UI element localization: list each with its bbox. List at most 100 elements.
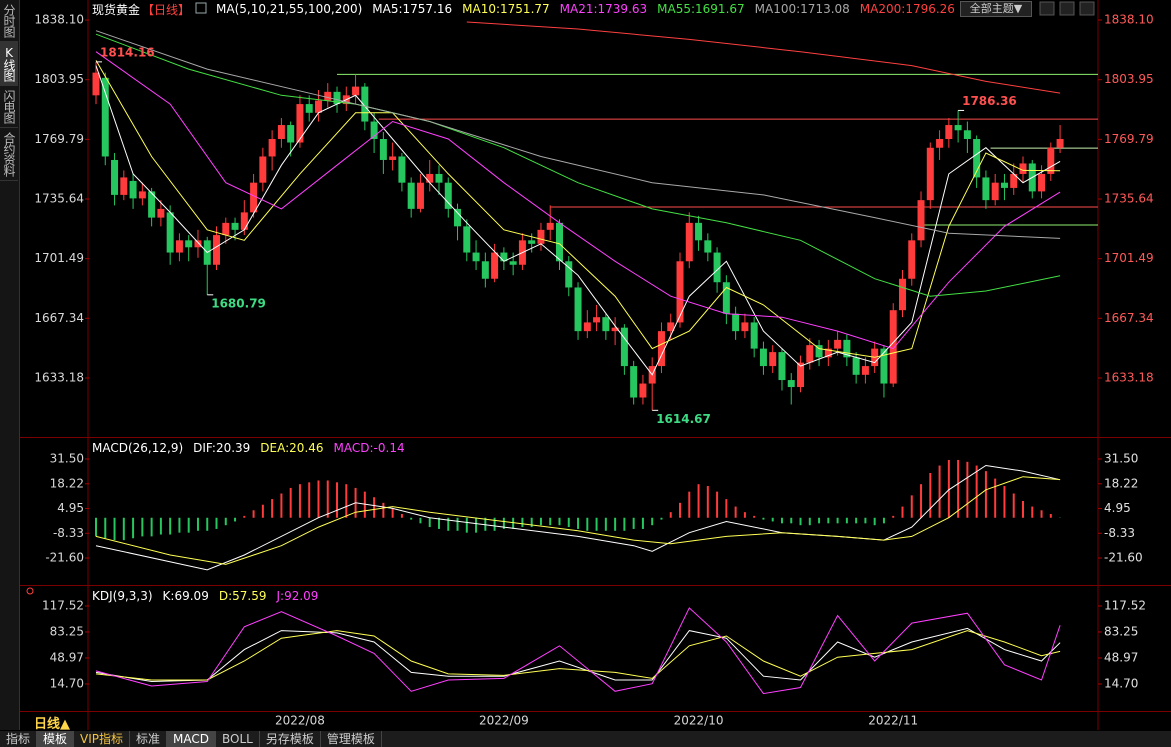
candle-body (454, 208, 462, 227)
indicator-icon[interactable] (195, 2, 207, 14)
candle-body (630, 366, 638, 398)
sidebar-tab[interactable]: 闪电图 (0, 86, 18, 128)
candle-body (259, 156, 267, 183)
y-tick-label-left: 31.50 (50, 452, 84, 466)
legend-value: 20.39 (215, 441, 251, 455)
legend-item: MACD:-0.14 (334, 441, 405, 455)
y-tick-label-left: -8.33 (53, 526, 84, 540)
theme-dropdown[interactable]: 全部主题▼ (960, 1, 1032, 17)
panel-header: MACD(26,12,9) DIF:20.39 DEA:20.46 MACD:-0.1… (92, 440, 405, 456)
candle-body (593, 317, 601, 323)
candle-body (222, 222, 230, 236)
footer-tab[interactable]: 模板 (37, 731, 75, 747)
indicator-line (95, 607, 1061, 695)
candle-body (287, 125, 295, 143)
legend-name: MACD: (333, 441, 374, 455)
y-tick-label-right: 1735.64 (1104, 192, 1154, 206)
legend-item: MA55:1691.67 (657, 2, 745, 16)
footer-tab[interactable]: 另存模板 (260, 731, 321, 747)
legend-value: 69.09 (174, 589, 209, 603)
indicator-line (95, 464, 1061, 571)
candle-body (945, 125, 953, 140)
indicator-line (95, 627, 1061, 683)
y-tick-label-left: -21.60 (45, 551, 84, 565)
toolbar-button[interactable] (1059, 1, 1075, 16)
footer-tab[interactable]: 标准 (130, 731, 168, 747)
candle-body (778, 352, 786, 381)
legend-value: 1691.67 (695, 2, 745, 16)
footer-tab[interactable]: VIP指标 (74, 731, 131, 747)
candle-body (231, 222, 239, 230)
legend-item: MA21:1739.63 (560, 2, 648, 16)
y-tick-label-right: -21.60 (1104, 551, 1143, 565)
candle-body (963, 130, 971, 140)
candle-body (954, 125, 962, 131)
panel-subtitle: 【日线】 (142, 2, 191, 17)
candle-body (296, 104, 304, 143)
candle-body (250, 182, 258, 213)
candle-body (1000, 182, 1008, 188)
y-tick-label-left: 1701.49 (34, 251, 84, 265)
candle-body (370, 121, 378, 140)
candle-body (834, 339, 842, 349)
candle-body (713, 252, 721, 283)
legend-value: 1757.16 (402, 2, 453, 16)
sidebar-tab[interactable]: 合约资料 (0, 128, 18, 181)
candle-body (620, 327, 628, 367)
y-tick-label-right: 1701.49 (1104, 251, 1154, 265)
panel (95, 459, 1062, 571)
extreme-label: 1814.16 (100, 45, 155, 59)
footer-tab[interactable]: MACD (167, 731, 217, 747)
legend-name: J: (276, 589, 285, 603)
panel (92, 21, 1098, 411)
toolbar-button[interactable] (1079, 1, 1095, 16)
y-tick-label-right: 1633.18 (1104, 370, 1154, 384)
candle-body (982, 177, 990, 201)
candle-body (92, 72, 100, 96)
candle-body (583, 322, 591, 332)
sidebar-tab[interactable]: 分时图 (0, 0, 18, 42)
sidebar: 分时图 K线图 闪电图 合约资料 (0, 0, 20, 730)
candle-body (936, 139, 944, 148)
candle-body (722, 282, 730, 314)
sidebar-tab[interactable]: K线图 (0, 42, 18, 86)
period-selector[interactable]: 日线▲ (34, 717, 70, 732)
y-tick-label-left: 18.22 (50, 476, 84, 490)
candle-body (852, 357, 860, 375)
legend-value: 1713.08 (800, 2, 850, 16)
candle-body (361, 86, 369, 122)
candle-body (472, 252, 480, 262)
legend-name: DEA: (260, 441, 290, 455)
candle-body (157, 208, 165, 218)
legend-name: MA21: (559, 2, 598, 16)
legend-name: MA5: (372, 2, 403, 16)
candle-body (120, 177, 128, 195)
x-tick-label: 2022/09 (479, 714, 529, 728)
candle-body (213, 235, 221, 265)
y-tick-label-left: 83.25 (50, 624, 84, 638)
candle-body (491, 252, 499, 279)
x-tick-label: 2022/11 (868, 714, 918, 728)
y-tick-label-left: 1803.95 (34, 72, 84, 86)
candle-body (546, 222, 554, 230)
panel-header: 现货黄金 【日线】 MA(5,10,21,55,100,200) MA5:1757.1… (92, 1, 955, 17)
candle-body (639, 383, 647, 398)
candle-body (268, 139, 276, 157)
y-tick-label-left: 1667.34 (34, 311, 84, 325)
toolbar-button[interactable] (1039, 1, 1055, 16)
footer-tab[interactable]: BOLL (216, 731, 260, 747)
candle-body (991, 182, 999, 201)
candle-body (685, 222, 693, 262)
footer-tab[interactable]: 指标 (0, 731, 38, 747)
y-tick-label-right: -8.33 (1104, 526, 1135, 540)
y-tick-label-right: 48.97 (1104, 650, 1138, 664)
y-tick-label-right: 4.95 (1104, 501, 1131, 515)
footer-tab[interactable]: 管理模板 (321, 731, 382, 747)
candle-body (750, 322, 758, 349)
candle-body (148, 191, 156, 218)
candle-body (861, 366, 869, 375)
panel-icon[interactable] (26, 587, 34, 595)
candle-body (528, 240, 536, 244)
candle-body (797, 362, 805, 388)
